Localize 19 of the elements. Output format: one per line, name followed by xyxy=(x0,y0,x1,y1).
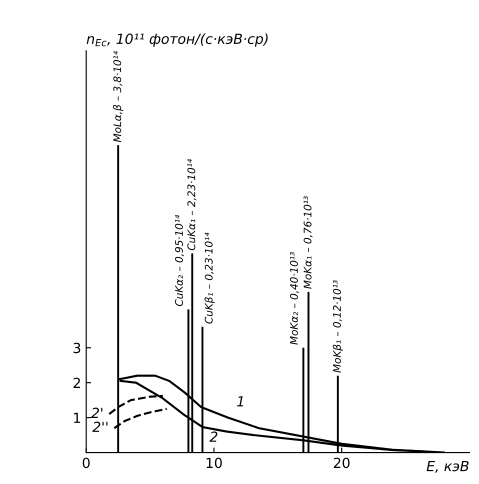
y-tick-label: 1 xyxy=(74,412,80,423)
x-tick-label: 10 xyxy=(206,458,222,468)
x-tick-label: 20 xyxy=(334,458,350,468)
y-axis-title: n$_{Eс}$, 10¹¹ фотон/(с·кэВ·ср) xyxy=(86,33,268,47)
y-tick-label: 3 xyxy=(74,342,80,354)
series-label: 2'' xyxy=(92,422,108,432)
x-tick-label: 0 xyxy=(82,458,90,468)
y-tick-label: 2 xyxy=(74,378,80,388)
series-label: 1 xyxy=(237,396,244,406)
data-label: MoKβ₁ – 0,12·10¹³ xyxy=(332,280,343,373)
series-label: 2' xyxy=(91,408,102,418)
data-label: CuKβ₁ – 0,23·10¹⁴ xyxy=(204,232,215,324)
data-label: MoKα₁ – 0,76·10¹³ xyxy=(304,196,313,289)
data-label: CuKα₁ – 2,23·10¹⁴ xyxy=(187,159,196,250)
series-label: 2 xyxy=(209,431,218,442)
data-label: MoLα,β – 3,8·10¹⁴ xyxy=(113,51,124,142)
data-label: CuKα₂ – 0,95·10¹⁴ xyxy=(175,214,184,306)
x-axis-title: E, кэВ xyxy=(426,461,469,473)
data-label: MoKα₂ – 0,40·10¹³ xyxy=(290,252,299,345)
